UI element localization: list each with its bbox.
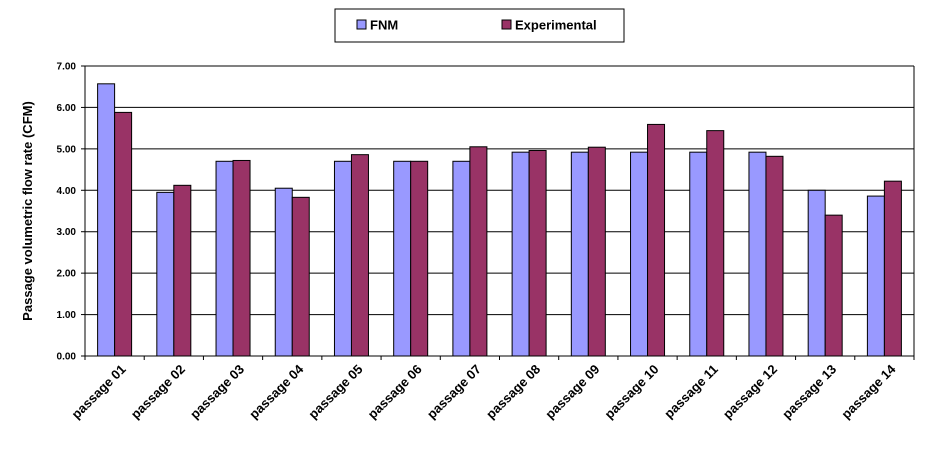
bar-experimental-12: [765, 155, 784, 357]
legend-swatch-experimental: [501, 19, 512, 30]
bar-fnm-2: [156, 191, 175, 357]
bar-fnm-10: [630, 151, 649, 357]
bar-fnm-8: [511, 151, 530, 357]
gridlines: [85, 65, 914, 316]
y-axis-title: Passage volumetric flow rate (CFM): [20, 101, 35, 321]
legend-swatch-fnm: [356, 19, 367, 30]
bar-experimental-5: [350, 154, 369, 357]
x-tick-labels: passage 01 passage 02 passage 03 passage 04…: [69, 361, 900, 422]
bar-fnm-3: [215, 160, 234, 357]
x-tick-label: passage 06: [365, 362, 425, 422]
bar-experimental-14: [883, 180, 902, 357]
x-tick-label: passage 01: [69, 362, 129, 422]
bar-fnm-9: [570, 151, 589, 357]
bar-experimental-8: [528, 150, 547, 357]
y-tick-label: 5.00: [57, 144, 77, 155]
x-tick-label: passage 07: [424, 362, 484, 422]
bar-experimental-10: [647, 123, 666, 357]
bar-experimental-1: [114, 111, 133, 357]
bar-experimental-4: [291, 196, 310, 357]
y-tick-label: 6.00: [57, 103, 77, 114]
x-tick-label: passage 11: [661, 362, 721, 422]
legend-label-experimental: Experimental: [515, 18, 597, 33]
bar-experimental-7: [469, 146, 488, 357]
x-tick-label: passage 03: [187, 362, 247, 422]
y-tick-label: 1.00: [57, 310, 77, 321]
x-tick-label: passage 14: [838, 361, 899, 422]
bar-fnm-6: [393, 160, 412, 357]
x-tick-label: passage 13: [779, 362, 839, 422]
bar-fnm-14: [866, 195, 885, 357]
x-tick-label: passage 04: [246, 361, 307, 422]
x-tick-label: passage 02: [128, 362, 188, 422]
x-tick-label: passage 09: [542, 362, 602, 422]
axes: [81, 65, 915, 360]
y-tick-labels: 0.00 1.00 2.00 3.00 4.00 5.00 6.00 7.00: [57, 62, 77, 363]
bar-fnm-5: [333, 160, 352, 357]
bar-experimental-9: [587, 146, 606, 357]
legend-box: [334, 8, 625, 43]
x-tick-label: passage 08: [483, 362, 543, 422]
x-tick-label: passage 05: [305, 362, 365, 422]
bar-fnm-12: [748, 151, 767, 357]
bar-fnm-7: [452, 160, 471, 357]
bar-fnm-11: [689, 151, 708, 357]
bar-experimental-3: [232, 159, 251, 357]
legend: FNM Experimental: [334, 8, 625, 43]
y-tick-label: 7.00: [57, 62, 77, 73]
bar-fnm-1: [97, 83, 116, 357]
legend-label-fnm: FNM: [370, 18, 398, 33]
bars: [97, 83, 902, 357]
y-tick-label: 2.00: [57, 269, 77, 280]
x-tick-label: passage 10: [601, 362, 661, 422]
y-tick-label: 3.00: [57, 227, 77, 238]
y-tick-label: 4.00: [57, 186, 77, 197]
bar-fnm-13: [807, 189, 826, 357]
bar-experimental-11: [706, 130, 725, 357]
x-tick-label: passage 12: [720, 362, 780, 422]
bar-experimental-13: [824, 214, 843, 357]
bar-experimental-2: [173, 184, 192, 357]
y-tick-label: 0.00: [57, 352, 77, 363]
bar-fnm-4: [274, 187, 293, 357]
bar-experimental-6: [410, 160, 429, 357]
